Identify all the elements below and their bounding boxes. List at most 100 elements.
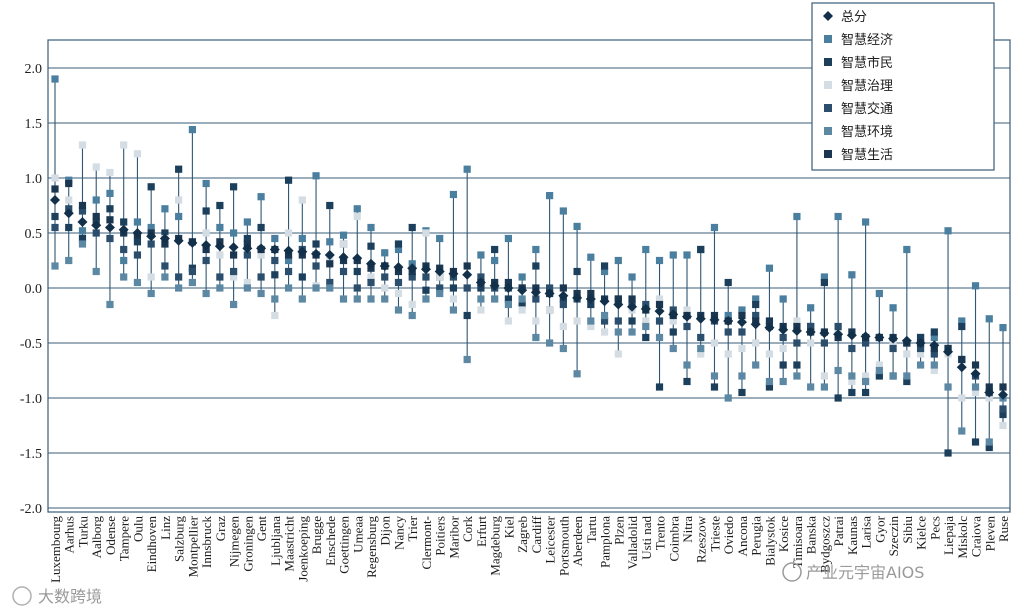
city-label: Aalborg [89, 516, 104, 559]
sub-score-marker [655, 295, 664, 303]
city-label: Montpellier [185, 515, 200, 577]
sub-score-marker [202, 289, 210, 298]
y-tick-label: -0.5 [20, 337, 42, 352]
sub-score-marker [216, 284, 224, 292]
sub-score-marker [394, 306, 403, 314]
sub-score-marker [793, 361, 801, 369]
sub-score-marker [271, 295, 279, 303]
sub-score-marker [958, 394, 966, 402]
sub-score-marker [587, 317, 595, 325]
sub-score-marker [862, 339, 870, 347]
sub-score-marker [78, 227, 87, 235]
sub-score-marker [683, 251, 691, 259]
sub-score-marker [436, 273, 444, 281]
sub-score-marker [230, 267, 238, 276]
total-score-marker [558, 290, 569, 301]
total-score-marker [104, 222, 115, 233]
watermark-chat-icon [782, 562, 802, 582]
city-label: Enschede [323, 516, 338, 566]
total-score-marker [91, 220, 102, 231]
city-label: Patrai [831, 516, 846, 547]
watermark-logo-icon [12, 586, 32, 606]
sub-score-marker [312, 240, 320, 248]
city-label: Usti nad [639, 516, 654, 560]
total-score-marker [448, 268, 459, 279]
sub-score-marker [504, 317, 512, 325]
legend-label: 智慧生活 [841, 147, 893, 163]
sub-score-marker [793, 339, 801, 347]
sub-score-marker [738, 372, 746, 380]
y-tick-label: 1.5 [25, 117, 43, 132]
y-axis-tick-labels: 2.0 1.5 1.0 0.5 0.0 -0.5 -1.0 -1.5 -2.0 [20, 62, 42, 517]
city-label: Timisoara [790, 516, 805, 568]
sub-score-marker [298, 234, 306, 243]
sub-score-marker [161, 273, 169, 281]
sub-score-marker [738, 311, 746, 320]
city-label: Nijmegen [227, 516, 242, 568]
total-score-marker [943, 346, 954, 357]
sub-score-marker [326, 278, 334, 287]
sub-score-marker [491, 256, 499, 265]
sub-score-marker [532, 317, 540, 325]
sub-score-marker [834, 322, 842, 331]
sub-score-marker [944, 227, 952, 235]
city-label: Aberdeen [570, 516, 585, 567]
sub-score-marker [477, 306, 485, 314]
legend-label: 智慧经济 [841, 32, 893, 48]
sub-score-marker [546, 339, 554, 347]
sub-score-marker [477, 284, 485, 292]
total-score-marker [709, 314, 720, 325]
total-score-marker [572, 292, 583, 303]
sub-score-marker [971, 438, 980, 446]
sub-score-marker [655, 383, 664, 391]
city-label: Kosice [776, 516, 791, 552]
sub-score-marker [271, 271, 279, 279]
sub-score-marker [683, 306, 691, 314]
sub-score-marker [614, 295, 622, 303]
sub-score-marker [546, 284, 554, 292]
city-label: Oviedo [721, 516, 736, 554]
sub-score-marker [779, 333, 787, 342]
city-label: Joenkoeping [295, 516, 310, 582]
city-label: Plzen [611, 516, 626, 545]
sub-score-marker [655, 333, 664, 342]
total-score-marker [888, 333, 899, 344]
total-score-marker [929, 340, 940, 351]
watermark-left: 大数跨境 [12, 586, 102, 606]
total-score-marker [846, 330, 857, 341]
sub-score-marker [408, 273, 416, 281]
sub-score-marker [916, 350, 925, 358]
total-score-marker [736, 317, 747, 328]
total-score-marker [695, 313, 706, 324]
sub-score-marker [284, 284, 293, 292]
sub-score-marker [642, 322, 650, 331]
sub-score-marker [573, 267, 581, 276]
sub-score-marker [463, 262, 471, 270]
sub-score-marker [51, 185, 59, 193]
city-label: Coimbra [666, 516, 681, 562]
sub-score-marker [133, 218, 142, 226]
sub-score-marker [903, 350, 911, 358]
sub-score-marker [353, 295, 361, 303]
city-label: Rzeszow [694, 515, 709, 563]
city-label: Szeczin [886, 516, 901, 557]
sub-score-marker [916, 344, 925, 353]
plot-frame [47, 39, 1011, 513]
sub-score-marker [188, 278, 196, 287]
sub-score-marker [669, 251, 677, 259]
sub-score-marker [642, 245, 650, 254]
city-label: Odense [103, 516, 118, 555]
total-score-marker [530, 287, 541, 298]
sub-score-marker [889, 344, 897, 353]
sub-score-marker [834, 394, 842, 402]
sub-score-marker [408, 300, 416, 309]
sub-score-marker [284, 267, 293, 276]
sub-score-marker [930, 366, 938, 375]
sub-score-marker [765, 383, 774, 391]
sub-score-marker [243, 234, 251, 243]
sub-score-marker [600, 328, 609, 336]
sub-score-marker [120, 256, 128, 265]
sub-score-marker [944, 449, 952, 457]
sub-score-marker [765, 264, 774, 272]
watermark-left-text: 大数跨境 [38, 587, 102, 606]
